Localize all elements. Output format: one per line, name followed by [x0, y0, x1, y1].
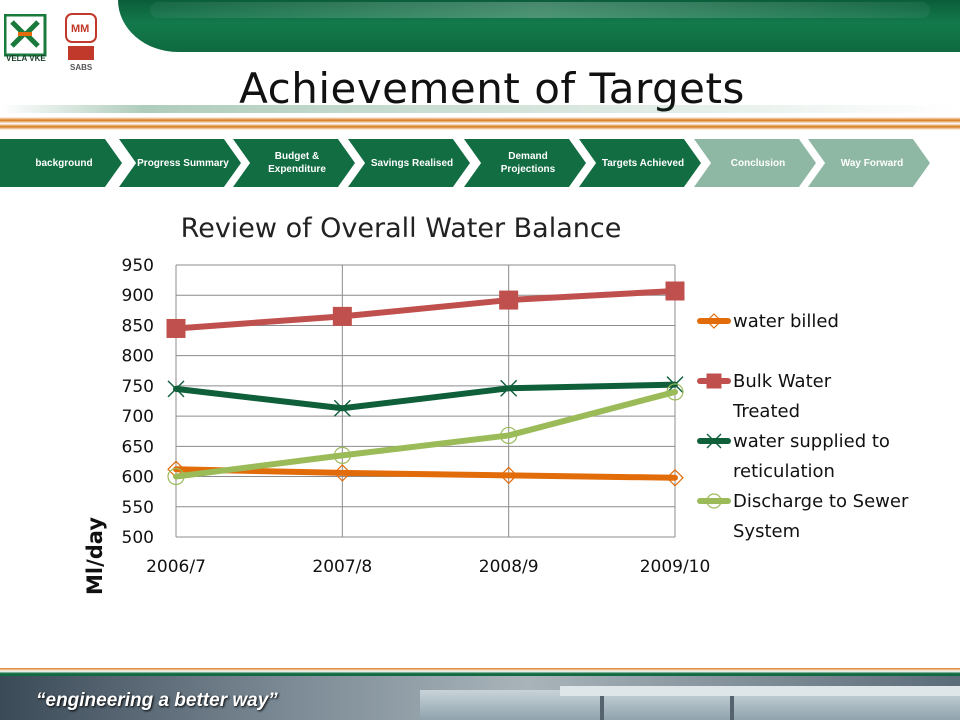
x-tick-label: 2006/7 — [146, 557, 206, 577]
x-tick-label: 2009/10 — [640, 557, 711, 577]
legend-marker — [706, 313, 722, 329]
nav-item-demand-projections[interactable]: Demand Projections — [464, 139, 586, 187]
y-axis-ticks: 950 900 850 800 750 700 650 600 550 500 — [122, 256, 154, 548]
data-point — [666, 468, 684, 487]
footer-bridge-image — [560, 686, 960, 696]
velavke-logo-icon: VELA VKE — [4, 14, 47, 62]
legend-label: Bulk Water — [733, 371, 832, 392]
footer-banner — [0, 676, 960, 720]
legend-label: water supplied to — [733, 431, 890, 452]
data-point — [333, 464, 352, 482]
data-point — [333, 399, 351, 417]
footer-bridge-pillar — [730, 696, 734, 720]
data-point — [500, 426, 518, 445]
orange-divider-stripe — [0, 117, 960, 130]
data-point — [666, 376, 684, 394]
data-point — [167, 467, 185, 486]
y-tick-label: 500 — [122, 528, 154, 548]
chart-legend: water billed Bulk Water Treated water suppl… — [697, 311, 909, 542]
footer-stripe — [0, 668, 960, 676]
y-tick-label: 600 — [122, 468, 154, 488]
y-axis-label: Ml/day — [83, 517, 107, 595]
water-balance-chart: Review of Overall Water Balance 950 900 85… — [83, 213, 909, 595]
y-tick-label: 900 — [122, 286, 154, 306]
y-tick-label: 650 — [122, 437, 154, 457]
legend-label: water billed — [733, 311, 839, 332]
data-point — [332, 306, 352, 326]
legend-label: Discharge to Sewer — [733, 491, 909, 512]
chart-title: Review of Overall Water Balance — [181, 213, 622, 244]
y-tick-label: 550 — [122, 498, 154, 518]
footer-bridge-pillar — [600, 696, 604, 720]
y-tick-label: 800 — [122, 347, 154, 367]
y-tick-label: 950 — [122, 256, 154, 276]
header-green-bar — [118, 0, 960, 52]
legend-label: Treated — [732, 401, 800, 422]
section-nav: background Progress Summary Budget & Exp… — [0, 139, 960, 187]
sabs-logo-icon: MM SABS — [65, 13, 97, 72]
legend-marker — [706, 373, 722, 389]
data-point — [499, 466, 518, 485]
x-tick-label: 2008/9 — [479, 557, 539, 577]
data-point — [500, 379, 518, 397]
footer-tagline: “engineering a better way” — [36, 690, 278, 711]
y-tick-label: 750 — [122, 377, 154, 397]
legend-marker — [706, 493, 722, 509]
series-line — [173, 287, 678, 332]
nav-item-way-forward[interactable]: Way Forward — [808, 139, 930, 187]
nav-item-savings-realised[interactable]: Savings Realised — [348, 139, 470, 187]
x-tick-label: 2007/8 — [312, 557, 372, 577]
legend-marker — [706, 433, 722, 449]
header-shine — [150, 2, 930, 18]
nav-item-budget-expenditure[interactable]: Budget & Expenditure — [233, 139, 355, 187]
data-point — [499, 290, 519, 310]
y-tick-label: 850 — [122, 316, 154, 336]
series-line — [173, 381, 678, 412]
data-point — [666, 383, 684, 401]
x-axis-ticks: 2006/7 2007/8 2008/9 2009/10 — [146, 557, 710, 577]
legend-label: System — [733, 521, 800, 542]
page-title: Achievement of Targets — [239, 64, 745, 113]
sabs-logo-text: SABS — [70, 63, 93, 72]
series-line — [173, 388, 678, 480]
title-shadow-stripe — [0, 105, 960, 113]
nav-item-progress-summary[interactable]: Progress Summary — [119, 139, 241, 187]
data-point — [665, 281, 685, 301]
data-point — [166, 318, 186, 338]
velavke-logo-text: VELA VKE — [6, 54, 46, 62]
chart-series — [166, 281, 685, 487]
y-tick-label: 700 — [122, 407, 154, 427]
svg-text:MM: MM — [71, 23, 89, 35]
series-line — [173, 466, 678, 481]
nav-item-targets-achieved[interactable]: Targets Achieved — [579, 139, 701, 187]
legend-label: reticulation — [733, 461, 835, 482]
nav-item-conclusion[interactable]: Conclusion — [694, 139, 816, 187]
data-point — [333, 446, 351, 464]
data-point — [167, 380, 185, 398]
nav-item-background[interactable]: background — [0, 139, 122, 187]
